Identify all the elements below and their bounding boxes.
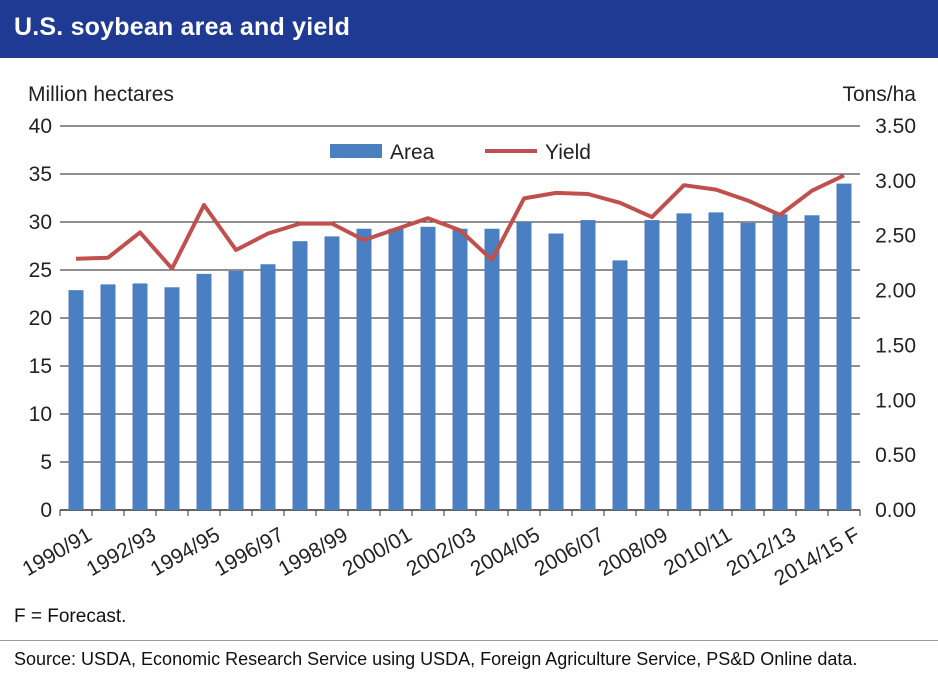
legend: Area Yield: [330, 141, 591, 164]
x-tick-label: 1990/91: [19, 523, 96, 581]
right-tick-label: 1.00: [875, 389, 916, 412]
left-tick-label: 10: [29, 403, 52, 426]
area-bar: [484, 228, 500, 510]
area-bar: [132, 283, 148, 510]
area-bar: [228, 270, 244, 510]
area-bar: [836, 183, 852, 510]
left-tick-label: 0: [40, 499, 52, 522]
right-tick-label: 1.50: [875, 334, 916, 357]
area-bar: [644, 220, 660, 510]
legend-area-label: Area: [390, 141, 435, 164]
legend-yield-label: Yield: [545, 141, 591, 164]
yield-line: [75, 173, 845, 271]
right-axis-label: Tons/ha: [842, 83, 916, 106]
legend-area-swatch: [330, 144, 382, 158]
area-bar: [324, 236, 340, 510]
area-bar: [612, 260, 628, 510]
x-tick-label: 2006/07: [531, 523, 608, 581]
area-bar: [68, 290, 84, 510]
area-bar: [452, 228, 468, 510]
x-tick-label: 2010/11: [660, 523, 736, 580]
source-note: Source: USDA, Economic Research Service …: [14, 649, 858, 669]
x-tick-label: 2002/03: [403, 523, 480, 581]
area-bar: [580, 220, 596, 510]
x-tick-label: 2008/09: [595, 523, 672, 581]
right-tick-label: 2.50: [875, 225, 916, 248]
left-tick-label: 20: [29, 307, 52, 330]
area-bar: [676, 213, 692, 511]
area-bar: [420, 226, 436, 511]
left-tick-label: 35: [29, 163, 52, 186]
left-tick-label: 25: [29, 259, 52, 282]
x-tick-label: 1992/93: [83, 523, 160, 581]
area-bar: [388, 228, 404, 510]
soybean-chart: Million hectares Tons/ha 0 5 10 15 20 25 30 35 4…: [19, 83, 917, 590]
area-bar: [548, 233, 564, 510]
area-bar: [196, 273, 212, 510]
area-bar: [708, 212, 724, 510]
right-tick-label: 0.00: [875, 499, 916, 522]
left-tick-label: 40: [29, 115, 52, 138]
area-bar: [164, 287, 180, 510]
area-bar: [804, 215, 820, 510]
chart-header: U.S. soybean area and yield: [0, 0, 938, 58]
area-bar: [740, 222, 756, 510]
left-axis-label: Million hectares: [28, 83, 174, 106]
x-tick-label: 1998/99: [275, 523, 352, 581]
x-tick-label: 2000/01: [339, 523, 416, 581]
left-tick-label: 5: [40, 451, 52, 474]
left-tick-label: 15: [29, 355, 52, 378]
chart-area: Million hectares Tons/ha 0 5 10 15 20 25 30 35 4…: [0, 58, 938, 598]
yield-series-line: [75, 173, 845, 271]
right-axis-ticks: 0.00 0.50 1.00 1.50 2.00 2.50 3.00 3.50: [875, 115, 916, 522]
left-axis-ticks: 0 5 10 15 20 25 30 35 40: [29, 115, 52, 522]
footer-divider: [0, 640, 938, 641]
left-tick-label: 30: [29, 211, 52, 234]
area-bars: [68, 183, 852, 511]
area-bar: [516, 222, 532, 510]
area-bar: [260, 264, 276, 510]
x-axis-ticks: 1990/911992/931994/951996/971998/992000/…: [19, 523, 864, 590]
right-tick-label: 0.50: [875, 444, 916, 467]
area-bar: [772, 214, 788, 510]
chart-title: U.S. soybean area and yield: [14, 13, 351, 41]
area-bar: [100, 284, 116, 510]
right-tick-label: 3.50: [875, 115, 916, 138]
area-bar: [292, 241, 308, 510]
x-tick-label: 1994/95: [147, 523, 224, 581]
x-tick-label: 1996/97: [211, 523, 288, 581]
x-tick-label: 2004/05: [467, 523, 544, 581]
right-tick-label: 2.00: [875, 280, 916, 303]
footnote: F = Forecast.: [14, 606, 127, 627]
area-bar: [356, 228, 372, 510]
right-tick-label: 3.00: [875, 170, 916, 193]
